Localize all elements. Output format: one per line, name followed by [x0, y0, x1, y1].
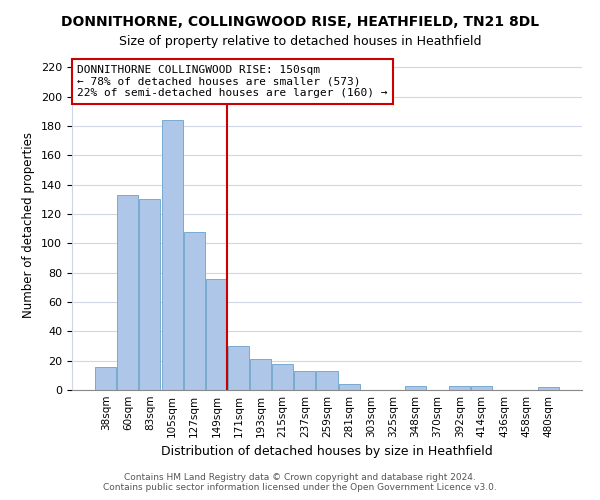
X-axis label: Distribution of detached houses by size in Heathfield: Distribution of detached houses by size …: [161, 446, 493, 458]
Text: Size of property relative to detached houses in Heathfield: Size of property relative to detached ho…: [119, 35, 481, 48]
Bar: [295, 371, 316, 390]
Bar: [228, 346, 249, 390]
Bar: [161, 120, 182, 390]
Bar: [206, 278, 227, 390]
Text: Contains HM Land Registry data © Crown copyright and database right 2024.
Contai: Contains HM Land Registry data © Crown c…: [103, 473, 497, 492]
Bar: [184, 232, 205, 390]
Bar: [449, 386, 470, 390]
Bar: [316, 371, 338, 390]
Bar: [250, 359, 271, 390]
Bar: [338, 384, 359, 390]
Bar: [139, 200, 160, 390]
Y-axis label: Number of detached properties: Number of detached properties: [22, 132, 35, 318]
Bar: [272, 364, 293, 390]
Bar: [118, 195, 139, 390]
Text: DONNITHORNE COLLINGWOOD RISE: 150sqm
← 78% of detached houses are smaller (573)
: DONNITHORNE COLLINGWOOD RISE: 150sqm ← 7…: [77, 65, 388, 98]
Bar: [538, 387, 559, 390]
Bar: [405, 386, 426, 390]
Text: DONNITHORNE, COLLINGWOOD RISE, HEATHFIELD, TN21 8DL: DONNITHORNE, COLLINGWOOD RISE, HEATHFIEL…: [61, 15, 539, 29]
Bar: [95, 366, 116, 390]
Bar: [472, 386, 493, 390]
